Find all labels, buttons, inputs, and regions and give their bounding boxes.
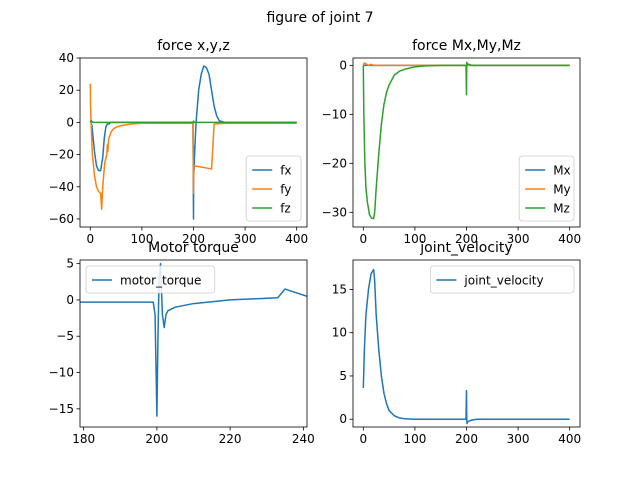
y-tick-label: 0 — [339, 58, 347, 72]
series-line-fz — [89, 120, 297, 124]
legend-frame — [429, 265, 575, 294]
y-tick-label: 20 — [59, 83, 74, 97]
y-tick-label: 10 — [332, 326, 347, 340]
y-tick-label: −40 — [49, 180, 74, 194]
subplot-4: 0 100 200 300 400 15 10 5 0 joint_velocity joint_v… — [332, 240, 581, 446]
y-tick-label: 15 — [332, 282, 347, 296]
legend-frame — [518, 155, 575, 222]
x-tick-label: 100 — [130, 232, 153, 246]
legend-label-fz: fz — [280, 202, 291, 216]
y-tick-label: 40 — [59, 51, 74, 65]
series-line-joint_velocity — [362, 268, 570, 425]
subplot-title: Motor torque — [148, 240, 239, 256]
axes-frame — [79, 259, 308, 428]
y-tick-label: 0 — [339, 412, 347, 426]
x-tick-label: 100 — [403, 432, 426, 446]
y-tick-label: 5 — [339, 369, 347, 383]
y-tick-label: 0 — [66, 293, 74, 307]
series-line-fy — [89, 83, 297, 211]
figure-suptitle: figure of joint 7 — [266, 10, 373, 26]
y-tick-label: 0 — [66, 115, 74, 129]
legend-label-My: My — [553, 183, 570, 197]
series-line-motor_torque — [80, 262, 307, 417]
legend-label-motor_torque: motor_torque — [120, 274, 201, 288]
legend-label-fy: fy — [280, 183, 291, 197]
legend-label-joint_velocity: joint_velocity — [463, 274, 543, 288]
x-tick-label: 100 — [403, 232, 426, 246]
subplot-title: joint_velocity — [419, 240, 512, 256]
y-tick-label: −10 — [322, 107, 347, 121]
y-tick-label: −20 — [49, 148, 74, 162]
legend-label-Mx: Mx — [553, 164, 570, 178]
x-tick-label: 300 — [507, 432, 530, 446]
subplot-title: force x,y,z — [157, 38, 230, 54]
x-tick-label: 220 — [219, 432, 242, 446]
legend-label-Mz: Mz — [553, 202, 570, 216]
x-tick-label: 200 — [182, 232, 205, 246]
x-tick-label: 300 — [234, 232, 257, 246]
x-tick-label: 0 — [359, 232, 367, 246]
legend-label-fx: fx — [280, 164, 291, 178]
subplot-title: force Mx,My,Mz — [412, 38, 521, 54]
x-tick-label: 300 — [507, 232, 530, 246]
x-tick-label: 400 — [558, 232, 581, 246]
y-tick-label: −5 — [56, 329, 74, 343]
legend: motor_torque — [85, 265, 216, 294]
x-tick-label: 400 — [285, 232, 308, 246]
legend-frame — [245, 155, 302, 222]
y-tick-label: −60 — [49, 212, 74, 226]
x-tick-label: 400 — [558, 432, 581, 446]
x-tick-label: 200 — [455, 232, 478, 246]
x-tick-label: 200 — [455, 432, 478, 446]
x-tick-label: 180 — [72, 432, 95, 446]
legend-frame — [85, 265, 216, 294]
legend: joint_velocity — [429, 265, 575, 294]
y-tick-label: −15 — [49, 402, 74, 416]
x-tick-label: 0 — [359, 432, 367, 446]
x-tick-label: 240 — [292, 432, 315, 446]
y-tick-label: −10 — [49, 366, 74, 380]
y-tick-label: −30 — [322, 205, 347, 219]
x-tick-label: 0 — [86, 232, 94, 246]
series-line-Mz — [362, 61, 570, 220]
subplot-3: 180 200 220 240 5 0 −5 −10 −15 Motor torque motor_… — [49, 240, 315, 446]
x-tick-label: 200 — [145, 432, 168, 446]
y-tick-label: 5 — [66, 257, 74, 271]
legend: Mx My Mz — [518, 155, 575, 222]
y-tick-label: −20 — [322, 156, 347, 170]
legend: fx fy fz — [245, 155, 302, 222]
